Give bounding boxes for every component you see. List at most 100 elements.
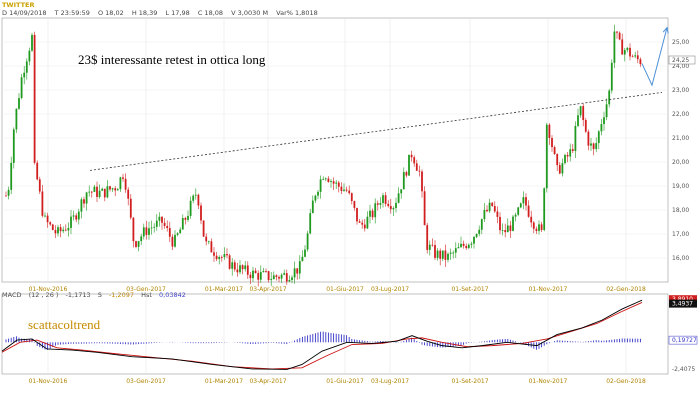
candle-body: [252, 270, 254, 279]
candle-body: [473, 236, 475, 244]
candle-body: [569, 149, 572, 157]
candle-body: [291, 277, 293, 281]
candle-body: [543, 188, 546, 230]
macd-value-box: [669, 295, 697, 304]
candle-body: [202, 220, 205, 237]
candle-body: [106, 186, 109, 198]
macd-x-tick-label: 03-Apr-2017: [249, 378, 286, 385]
candle-body: [148, 228, 150, 235]
candle-body: [145, 227, 148, 235]
candle-body: [77, 211, 80, 220]
x-tick-label: 01-Giu-2017: [326, 286, 364, 293]
candle-body: [231, 262, 234, 269]
y-tick-label: 23,00: [672, 87, 689, 94]
candle-body: [135, 241, 137, 247]
macd-x-tick-label: 01-Set-2017: [451, 378, 488, 385]
candle-body: [38, 179, 41, 192]
macd-y-label: 0,19727: [672, 337, 697, 344]
candle-body: [402, 172, 405, 190]
quote-date: D 14/09/2018: [2, 9, 47, 17]
candle-body: [10, 162, 13, 190]
macd-signal-label: S: [97, 291, 102, 299]
candle-body: [405, 172, 408, 176]
candle-body: [566, 154, 569, 157]
candle-body: [556, 153, 559, 166]
candle-body: [369, 210, 371, 217]
candle-body: [597, 131, 600, 144]
candle-body: [31, 34, 33, 51]
quote-high: H 18,39: [131, 9, 158, 17]
candle-body: [12, 129, 15, 163]
candle-body: [587, 131, 590, 146]
candle-body: [83, 199, 85, 204]
candle-body: [626, 47, 629, 51]
candle-body: [215, 255, 218, 260]
candle-body: [296, 268, 299, 274]
candle-body: [249, 274, 252, 279]
candle-body: [389, 205, 392, 210]
candle-body: [574, 125, 577, 151]
candle-body: [413, 157, 416, 164]
candle-body: [501, 230, 504, 231]
projection-arrow: [641, 27, 668, 87]
y-tick-label: 22,00: [672, 111, 689, 118]
macd-signal-value: -1,2097: [108, 291, 135, 299]
candle-body: [41, 191, 44, 216]
candle-body: [90, 191, 93, 193]
candle-body: [348, 190, 351, 194]
candle-body: [332, 181, 335, 184]
macd-x-tick-label: 03-Gen-2017: [126, 378, 166, 385]
candle-body: [137, 241, 140, 247]
candle-body: [577, 115, 579, 126]
candle-body: [207, 241, 210, 243]
candle-body: [379, 203, 382, 205]
price-grid: [2, 18, 668, 282]
candle-body: [168, 228, 171, 237]
candle-body: [226, 254, 228, 256]
candle-body: [116, 189, 119, 191]
candle-body: [428, 244, 431, 250]
candle-body: [163, 222, 166, 226]
candle-body: [436, 250, 439, 258]
candle-body: [236, 269, 239, 273]
y-tick-label: 25,00: [672, 39, 689, 46]
candle-body: [376, 203, 379, 205]
candle-body: [571, 149, 574, 151]
candle-body: [314, 195, 317, 201]
candle-body: [28, 50, 31, 62]
candle-body: [280, 274, 283, 279]
candle-body: [636, 55, 639, 60]
candle-body: [96, 186, 98, 197]
x-tick-label: 02-Gen-2018: [606, 286, 646, 293]
macd-x-tick-label: 01-Nov-2017: [529, 378, 568, 385]
quote-volume: V 3,0030 M: [231, 9, 269, 17]
candle-body: [475, 233, 478, 237]
candle-body: [460, 243, 462, 248]
symbol-title: TWITTER: [2, 1, 35, 9]
candle-body: [25, 61, 28, 73]
candle-body: [132, 217, 135, 242]
candle-body: [426, 225, 429, 250]
y-tick-label: 19,00: [672, 183, 689, 190]
candle-body: [621, 39, 624, 55]
candle-body: [109, 186, 111, 190]
candle-body: [80, 199, 83, 212]
candle-body: [293, 268, 296, 278]
candle-body: [392, 208, 395, 210]
candle-body: [210, 241, 213, 253]
candle-body: [600, 124, 603, 132]
x-tick-label: 03-Gen-2017: [126, 286, 166, 293]
candle-body: [184, 218, 187, 220]
macd-value: -1,1713: [65, 291, 91, 299]
candle-body: [49, 222, 52, 225]
candle-body: [200, 205, 202, 221]
x-tick-label: 01-Nov-2017: [529, 286, 568, 293]
candle-body: [447, 253, 449, 260]
candle-body: [454, 248, 457, 253]
candle-body: [166, 225, 169, 229]
candle-body: [228, 255, 231, 269]
candle-body: [64, 229, 67, 231]
price-overlays: [89, 26, 669, 171]
candle-body: [153, 226, 156, 228]
candle-body: [155, 220, 158, 227]
